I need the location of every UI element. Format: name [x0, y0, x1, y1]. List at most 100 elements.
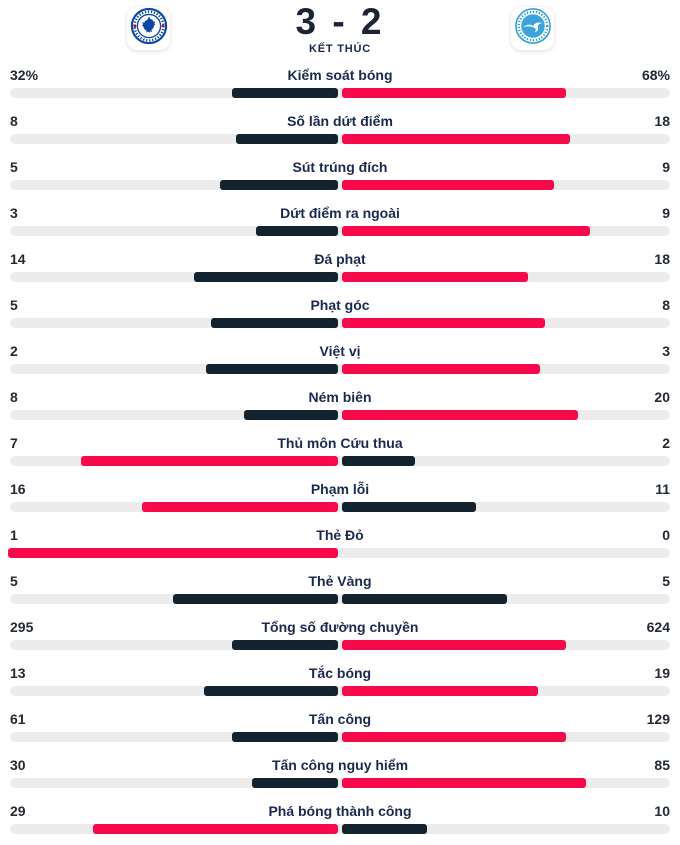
home-bar-area: [10, 410, 340, 420]
stat-row: 295 Tổng số đường chuyền 624: [10, 619, 670, 650]
away-value: 68%: [641, 67, 670, 83]
stat-labels: 13 Tắc bóng 19: [10, 665, 670, 682]
home-bar: [236, 134, 338, 144]
home-value: 2: [10, 343, 18, 359]
home-bar-area: [10, 778, 340, 788]
stat-bar-track: [10, 88, 670, 98]
home-value: 29: [10, 803, 26, 819]
home-value: 16: [10, 481, 26, 497]
home-bar: [193, 272, 338, 282]
away-bar-area: [340, 410, 670, 420]
home-bar: [232, 88, 338, 98]
stat-labels: 30 Tấn công nguy hiểm 85: [10, 757, 670, 774]
stat-labels: 32% Kiểm soát bóng 68%: [10, 67, 670, 84]
away-bar-area: [340, 548, 670, 558]
home-bar-area: [10, 456, 340, 466]
score-block: 3 - 2 KẾT THÚC: [0, 1, 680, 56]
stat-label: Tổng số đường chuyền: [261, 619, 419, 635]
away-bar: [342, 732, 567, 742]
stat-row: 29 Phá bóng thành công 10: [10, 803, 670, 834]
home-value: 5: [10, 159, 18, 175]
stat-row: 1 Thẻ Đỏ 0: [8, 527, 670, 558]
away-value: 129: [646, 711, 670, 727]
stat-bar-track: [10, 272, 670, 282]
stat-row: 13 Tắc bóng 19: [10, 665, 670, 696]
match-status: KẾT THÚC: [308, 43, 371, 55]
stat-bar-track: [10, 180, 670, 190]
stat-label: Sút trúng đích: [292, 159, 388, 175]
home-value: 13: [10, 665, 26, 681]
home-bar-area: [10, 88, 340, 98]
stats-list: 32% Kiểm soát bóng 68% 8 Số lần dứt điểm 18 5 S…: [0, 67, 680, 834]
away-value: 2: [662, 435, 670, 451]
away-value: 10: [654, 803, 670, 819]
match-score: 3 - 2: [295, 1, 385, 42]
away-bar: [342, 594, 507, 604]
stat-labels: 3 Dứt điểm ra ngoài 9: [10, 205, 670, 222]
home-bar: [203, 686, 338, 696]
stat-bar-track: [8, 548, 670, 558]
home-bar: [206, 364, 338, 374]
away-bar-area: [340, 824, 670, 834]
stat-label: Tấn công: [308, 711, 372, 727]
home-bar: [232, 640, 338, 650]
away-value: 11: [655, 481, 670, 497]
away-bar-area: [340, 686, 670, 696]
stat-bar-track: [10, 778, 670, 788]
home-value: 8: [10, 389, 18, 405]
away-value: 0: [662, 527, 670, 543]
stat-bar-track: [10, 594, 670, 604]
stat-labels: 29 Phá bóng thành công 10: [10, 803, 670, 820]
home-bar-area: [10, 640, 340, 650]
stat-row: 5 Sút trúng đích 9: [10, 159, 670, 190]
away-bar-area: [340, 134, 670, 144]
stat-row: 5 Thẻ Vàng 5: [10, 573, 670, 604]
away-value: 9: [662, 205, 670, 221]
stat-labels: 5 Phạt góc 8: [10, 297, 670, 314]
away-bar-area: [340, 88, 670, 98]
home-bar-area: [10, 226, 340, 236]
brighton-crest-icon: [514, 7, 552, 50]
home-value: 1: [10, 527, 18, 543]
stat-bar-track: [10, 640, 670, 650]
home-bar: [243, 410, 338, 420]
home-value: 14: [10, 251, 26, 267]
away-bar-area: [340, 226, 670, 236]
stat-labels: 8 Ném biên 20: [10, 389, 670, 406]
stat-bar-track: [10, 364, 670, 374]
stat-labels: 61 Tấn công 129: [10, 711, 670, 728]
away-bar: [342, 502, 477, 512]
stat-label: Số lần dứt điểm: [287, 113, 393, 129]
home-bar: [211, 318, 338, 328]
away-bar-area: [340, 180, 670, 190]
stat-labels: 5 Sút trúng đích 9: [10, 159, 670, 176]
away-bar-area: [340, 272, 670, 282]
home-bar-area: [10, 594, 340, 604]
stat-label: Phạm lỗi: [310, 481, 370, 497]
away-bar: [342, 410, 578, 420]
stat-row: 2 Việt vị 3: [10, 343, 670, 374]
away-value: 19: [654, 665, 670, 681]
stat-row: 7 Thủ môn Cứu thua 2: [10, 435, 670, 466]
stat-bar-track: [10, 456, 670, 466]
match-header: 3 - 2 KẾT THÚC: [0, 0, 680, 58]
stat-label: Tắc bóng: [308, 665, 372, 681]
home-bar-area: [8, 548, 340, 558]
away-bar-area: [340, 456, 670, 466]
away-bar: [342, 88, 567, 98]
home-value: 61: [10, 711, 26, 727]
home-value: 3: [10, 205, 18, 221]
home-value: 5: [10, 297, 18, 313]
home-bar-area: [10, 318, 340, 328]
away-team-logo-brighton: [511, 7, 554, 50]
stat-bar-track: [10, 824, 670, 834]
away-bar: [342, 456, 416, 466]
home-bar: [232, 732, 338, 742]
away-value: 9: [662, 159, 670, 175]
stat-label: Việt vị: [319, 343, 361, 359]
home-bar-area: [10, 134, 340, 144]
stat-label: Tấn công nguy hiểm: [271, 757, 409, 773]
away-bar: [342, 318, 546, 328]
home-value: 32%: [10, 67, 39, 83]
home-bar: [251, 778, 338, 788]
